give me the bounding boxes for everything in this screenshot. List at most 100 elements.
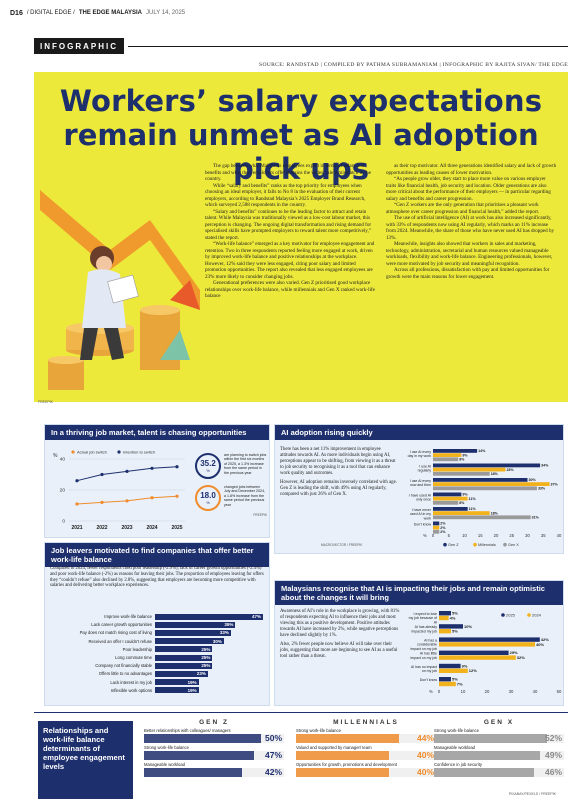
bar-row: Poor leadership 25% — [45, 646, 267, 653]
engagement-bar-fill — [434, 734, 547, 743]
engagement-bar: 47% — [144, 750, 284, 760]
x-tick-label: 15 — [478, 533, 483, 538]
ai-impact-panel: Malaysians recognise that AI is impactin… — [274, 580, 564, 706]
ai-impact-text: Awareness of AI’s role in the workplace … — [280, 609, 400, 660]
engagement-bar: 40% — [296, 750, 436, 760]
publication-name: THE EDGE MALAYSIA — [78, 10, 142, 16]
engagement-value: 47% — [264, 750, 282, 760]
paragraph: “As people grow older, they start to pla… — [386, 176, 551, 202]
bar-label: Lack career growth opportunities — [91, 622, 152, 628]
woman-coins-illustration — [40, 190, 200, 390]
bar-value-label: 30% — [529, 478, 537, 482]
x-tick-label: 2021 — [71, 525, 82, 531]
engagement-item-label: Better relationships with colleagues/ ma… — [144, 728, 231, 733]
bar — [433, 492, 462, 497]
data-point — [125, 469, 129, 473]
stat2-text: changed jobs between July and December 2… — [224, 485, 265, 507]
stat-intention: 35.2 % are planning to switch jobs withi… — [195, 453, 267, 479]
panel-title: Malaysians recognise that AI is impactin… — [275, 581, 563, 605]
legend-label: Gen Z — [448, 543, 459, 547]
job-leavers-intro: Compared to 2024, fewer respondents cite… — [50, 566, 264, 589]
bar — [439, 615, 449, 621]
paragraph: “Salary and benefits” continues to be th… — [205, 208, 372, 241]
bar — [439, 650, 509, 655]
engagement-value: 40% — [416, 767, 434, 777]
x-tick-label: 5 — [448, 533, 451, 538]
bar-value-label: 18% — [491, 511, 499, 515]
paragraph: Generational preferences were also varie… — [205, 280, 375, 299]
category-label: impact on my job — [411, 647, 438, 651]
x-axis-label: % — [423, 533, 427, 538]
bar-row: Long commute time 25% — [45, 654, 267, 661]
panel-title: AI adoption rising quickly — [275, 425, 563, 440]
legend-marker — [443, 542, 447, 547]
x-tick-label: 25 — [509, 533, 514, 538]
ai-adoption-panel: AI adoption rising quickly There has bee… — [274, 424, 564, 554]
bar: 25% — [155, 646, 213, 653]
paragraph: “Gen Z workers are the only generation t… — [386, 202, 540, 215]
data-point — [150, 466, 154, 470]
data-point — [75, 479, 79, 483]
legend-label: 2024 — [532, 612, 542, 617]
engagement-item-label: Strong work-life balance — [434, 728, 479, 733]
bar — [433, 453, 462, 457]
paragraph: as their top motivator. All three genera… — [386, 163, 557, 176]
bar-value-label: 5% — [452, 611, 458, 616]
data-point — [175, 494, 179, 498]
bar-row: Improve work-life balance 47% — [45, 613, 267, 620]
legend-marker — [503, 542, 507, 547]
bar-value-label: 34% — [541, 464, 549, 468]
legend-label: Gen X — [508, 543, 519, 547]
x-tick-label: 2024 — [146, 525, 157, 531]
x-tick-label: 0 — [438, 689, 441, 694]
bar-label: Improve work-life balance — [104, 614, 152, 620]
data-point — [150, 496, 154, 500]
category-label: I have never — [412, 508, 432, 512]
data-point — [100, 500, 104, 504]
y-tick-label: 40 — [60, 457, 66, 463]
bar: 23% — [155, 670, 208, 677]
engagement-bar: 40% — [296, 767, 436, 777]
engagement-item-label: Manageable workload — [434, 745, 475, 750]
millennials-column: MILLENNIALS Strong work-life balance 44% Va… — [296, 719, 436, 777]
page-number: D16 — [10, 9, 23, 17]
bar-label: Poor leadership — [122, 646, 152, 652]
bar: 19% — [155, 679, 199, 686]
category-label: my job because of — [409, 616, 437, 620]
bar-value-label: 12% — [469, 668, 477, 673]
category-label: AI — [434, 620, 437, 624]
engagement-bar: 46% — [434, 767, 564, 777]
x-tick-label: 2022 — [96, 525, 107, 531]
bar-label: Long commute time — [115, 655, 152, 661]
bar-value-label: 14% — [478, 449, 486, 453]
panel-credit: FREEPIK — [253, 513, 267, 517]
bar-label: Inflexible work options — [110, 687, 152, 693]
y-tick-label: 0 — [62, 519, 65, 525]
category-label: only once — [416, 498, 431, 502]
data-point — [125, 499, 129, 503]
category-label: I use AI — [419, 465, 431, 469]
section-name: / DIGITAL EDGE / — [26, 10, 75, 16]
bar-value-label: 31% — [532, 516, 540, 520]
engagement-item-label: Opportunities for growth, promotions and… — [296, 762, 398, 767]
bar — [433, 449, 478, 453]
generation-name: GEN X — [483, 719, 515, 726]
category-label: Don't know — [420, 678, 438, 682]
page-header: D16 / DIGITAL EDGE / THE EDGE MALAYSIA J… — [0, 0, 580, 26]
x-tick-label: 20 — [485, 689, 490, 694]
panel-title: Job leavers motivated to find companies … — [45, 543, 269, 567]
x-tick-label: 2023 — [121, 525, 132, 531]
x-tick-label: 10 — [461, 689, 466, 694]
bar — [439, 611, 451, 616]
engagement-bar-fill — [296, 751, 390, 760]
stat2-unit: % — [206, 500, 210, 505]
bar-row: Inflexible work options 19% — [45, 687, 267, 694]
bar — [439, 681, 456, 687]
bar-value-label: 33% — [538, 487, 546, 491]
bar — [433, 521, 440, 526]
job-leavers-bar-chart: Improve work-life balance 47% Lack career … — [45, 613, 267, 695]
data-point — [100, 472, 104, 477]
engagement-bar-fill — [144, 734, 261, 743]
genz-column: GEN Z Better relationships with colleague… — [144, 719, 284, 777]
